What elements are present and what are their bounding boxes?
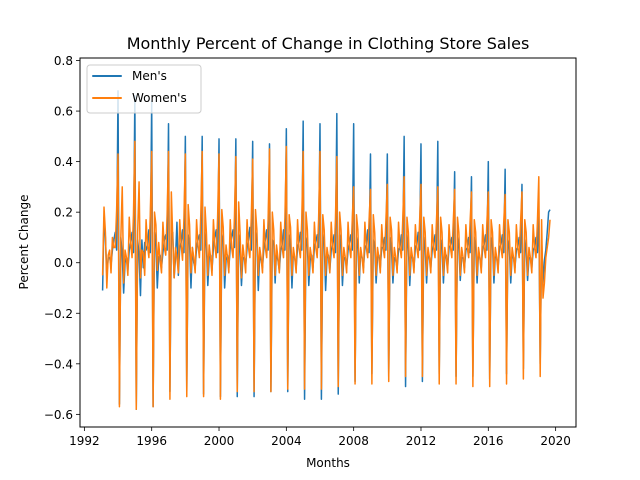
legend-label-womens: Women's — [132, 91, 187, 105]
x-tick-label: 2012 — [406, 434, 437, 448]
x-axis: 1992 1996 2000 2004 2008 2012 2016 2020 — [69, 427, 571, 448]
series-line-womens — [101, 140, 551, 411]
legend-label-mens: Men's — [132, 69, 167, 83]
x-tick-label: 2020 — [540, 434, 571, 448]
x-axis-label: Months — [306, 456, 350, 470]
legend: Men's Women's — [86, 64, 202, 114]
y-axis: −0.6 −0.4 −0.2 0.0 0.2 0.4 0.6 0.8 — [44, 54, 80, 422]
y-tick-label: −0.4 — [44, 357, 73, 371]
y-tick-label: 0.8 — [54, 54, 73, 68]
y-axis-label: Percent Change — [17, 195, 31, 290]
x-tick-label: 1992 — [69, 434, 100, 448]
y-tick-label: −0.6 — [44, 408, 73, 422]
x-tick-label: 1996 — [136, 434, 167, 448]
plot-frame — [79, 57, 577, 428]
y-tick-label: −0.2 — [44, 307, 73, 321]
y-tick-label: 0.4 — [54, 155, 73, 169]
y-tick-label: 0.6 — [54, 105, 73, 119]
y-tick-label: 0.0 — [54, 256, 73, 270]
x-tick-label: 2016 — [473, 434, 504, 448]
chart-title: Monthly Percent of Change in Clothing St… — [127, 34, 530, 53]
x-tick-label: 2008 — [338, 434, 369, 448]
x-tick-label: 2004 — [271, 434, 302, 448]
y-tick-label: 0.2 — [54, 206, 73, 220]
series-group — [101, 90, 551, 411]
x-tick-label: 2000 — [204, 434, 235, 448]
